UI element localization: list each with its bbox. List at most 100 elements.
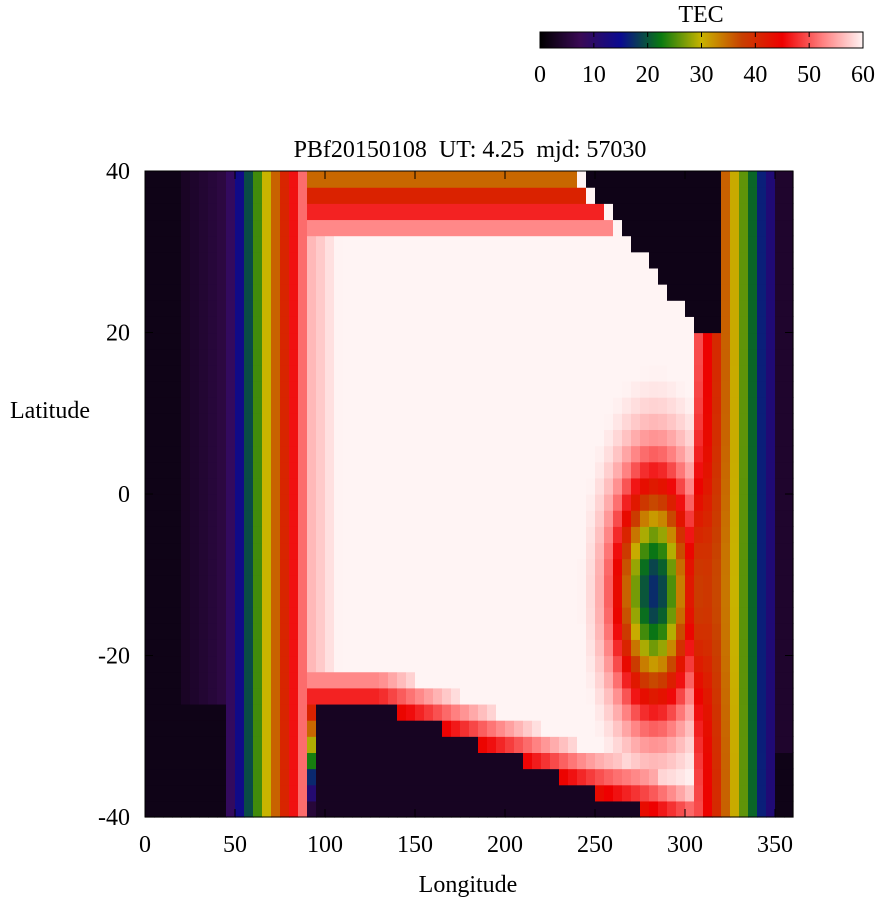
- heatmap-cell: [766, 703, 776, 721]
- heatmap-cell: [766, 687, 776, 705]
- heatmap-cell: [496, 413, 506, 430]
- heatmap-cell: [721, 267, 731, 285]
- heatmap-cell: [460, 316, 470, 334]
- heatmap-cell: [343, 736, 353, 753]
- heatmap-cell: [145, 703, 155, 721]
- heatmap-cell: [424, 784, 434, 802]
- heatmap-cell: [316, 429, 326, 447]
- heatmap-cell: [370, 558, 380, 576]
- heatmap-cell: [244, 687, 254, 705]
- heatmap-cell: [208, 300, 218, 317]
- heatmap-cell: [388, 316, 398, 334]
- heatmap-cell: [208, 348, 218, 366]
- heatmap-cell: [424, 316, 434, 334]
- heatmap-cell: [181, 784, 191, 802]
- heatmap-cell: [181, 267, 191, 285]
- heatmap-cell: [757, 332, 767, 350]
- heatmap-cell: [163, 477, 173, 495]
- heatmap-cell: [415, 397, 425, 414]
- heatmap-cell: [730, 235, 740, 253]
- heatmap-cell: [595, 332, 605, 350]
- heatmap-cell: [766, 461, 776, 479]
- heatmap-cell: [748, 526, 758, 544]
- heatmap-cell: [613, 542, 623, 560]
- heatmap-cell: [433, 235, 443, 253]
- heatmap-cell: [235, 526, 245, 544]
- heatmap-cell: [379, 219, 389, 237]
- heatmap-cell: [451, 574, 461, 592]
- heatmap-cell: [280, 477, 290, 495]
- heatmap-cell: [703, 413, 713, 430]
- heatmap-cell: [262, 477, 272, 495]
- heatmap-cell: [388, 380, 398, 398]
- heatmap-cell: [424, 623, 434, 640]
- heatmap-cell: [226, 380, 236, 398]
- heatmap-cell: [586, 558, 596, 576]
- y-tick: -40: [98, 805, 793, 831]
- heatmap-cell: [235, 429, 245, 447]
- heatmap-cell: [316, 671, 326, 689]
- heatmap-cell: [631, 510, 641, 527]
- heatmap-cell: [640, 332, 650, 350]
- heatmap-cell: [361, 429, 371, 447]
- heatmap-cell: [280, 510, 290, 527]
- heatmap-cell: [541, 623, 551, 640]
- heatmap-cell: [154, 284, 164, 301]
- heatmap-cell: [235, 397, 245, 414]
- heatmap-cell: [577, 348, 587, 366]
- heatmap-cell: [640, 590, 650, 608]
- heatmap-cell: [523, 784, 533, 802]
- heatmap-cell: [577, 316, 587, 334]
- heatmap-cell: [397, 413, 407, 430]
- heatmap-cell: [523, 558, 533, 576]
- heatmap-cell: [550, 671, 560, 689]
- heatmap-cell: [199, 251, 209, 269]
- heatmap-cell: [667, 655, 677, 673]
- heatmap-cell: [640, 348, 650, 366]
- heatmap-cell: [460, 251, 470, 269]
- heatmap-cell: [748, 251, 758, 269]
- heatmap-cell: [703, 316, 713, 334]
- heatmap-cell: [676, 655, 686, 673]
- heatmap-cell: [631, 494, 641, 511]
- heatmap-cell: [514, 397, 524, 414]
- heatmap-cell: [172, 413, 182, 430]
- heatmap-cell: [694, 671, 704, 689]
- heatmap-cell: [262, 429, 272, 447]
- heatmap-cell: [325, 251, 335, 269]
- heatmap-cell: [235, 235, 245, 253]
- heatmap-cell: [613, 590, 623, 608]
- heatmap-cell: [622, 720, 632, 737]
- heatmap-cell: [163, 510, 173, 527]
- heatmap-cell: [271, 461, 281, 479]
- heatmap-cell: [424, 413, 434, 430]
- heatmap-cell: [181, 219, 191, 237]
- heatmap-cell: [784, 736, 794, 753]
- heatmap-cell: [748, 687, 758, 705]
- heatmap-cell: [514, 171, 524, 188]
- heatmap-cell: [766, 348, 776, 366]
- heatmap-cell: [352, 461, 362, 479]
- heatmap-cell: [379, 251, 389, 269]
- heatmap-cell: [784, 235, 794, 253]
- heatmap-cell: [271, 655, 281, 673]
- heatmap-cell: [415, 219, 425, 237]
- heatmap-cell: [748, 752, 758, 770]
- heatmap-cell: [586, 703, 596, 721]
- heatmap-cell: [748, 219, 758, 237]
- heatmap-cell: [289, 494, 299, 511]
- heatmap-cell: [694, 284, 704, 301]
- heatmap-cell: [442, 623, 452, 640]
- heatmap-cell: [640, 494, 650, 511]
- heatmap-cell: [550, 736, 560, 753]
- heatmap-cell: [469, 494, 479, 511]
- heatmap-cell: [433, 203, 443, 221]
- heatmap-cell: [397, 171, 407, 188]
- heatmap-cell: [739, 655, 749, 673]
- heatmap-cell: [712, 348, 722, 366]
- heatmap-cell: [577, 703, 587, 721]
- heatmap-cell: [343, 720, 353, 737]
- heatmap-cell: [748, 736, 758, 753]
- heatmap-cell: [244, 171, 254, 188]
- heatmap-cell: [586, 251, 596, 269]
